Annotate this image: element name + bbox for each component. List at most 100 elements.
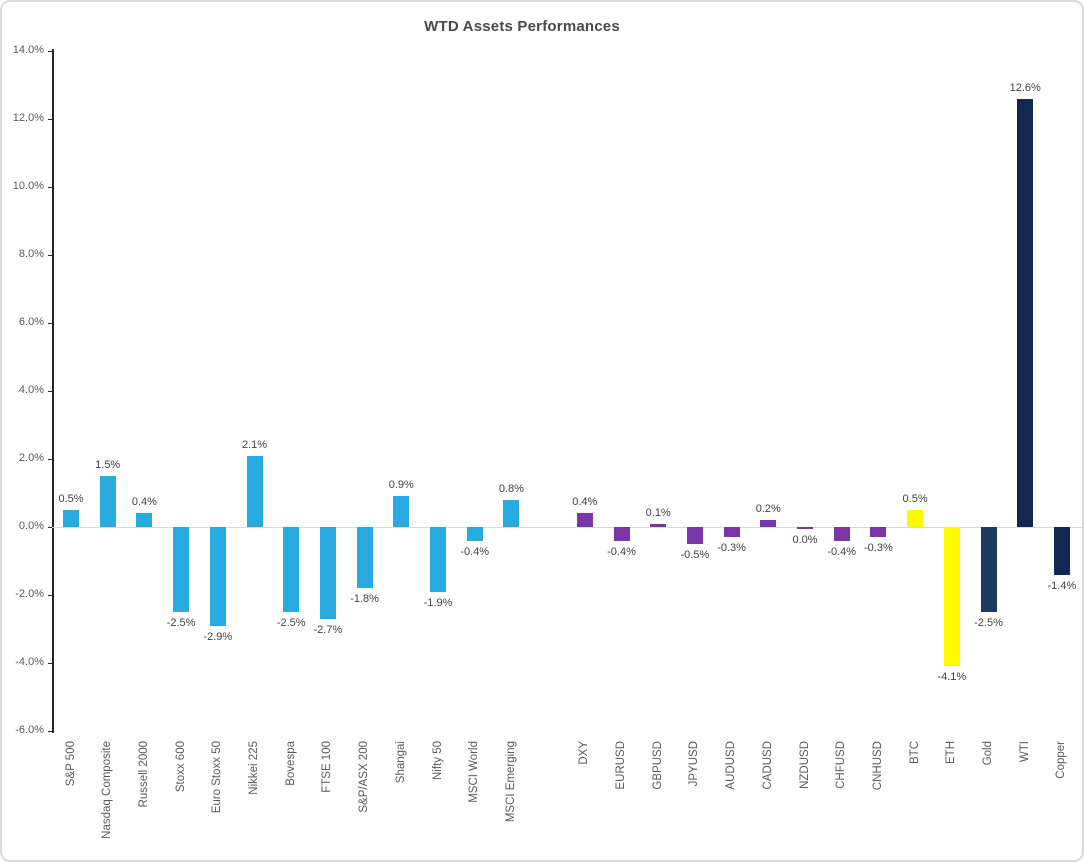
category-label: DXY — [578, 741, 591, 765]
bar-bovespa — [283, 527, 300, 612]
value-label: 0.5% — [58, 493, 84, 505]
category-label: CADUSD — [761, 741, 774, 790]
category-label: WTI — [1018, 741, 1031, 763]
bar-nzdusd — [797, 527, 813, 529]
category-label: S&P/ASX 200 — [358, 741, 371, 813]
value-label: -0.4% — [607, 545, 636, 558]
value-label: -2.5% — [166, 617, 196, 629]
y-tick-mark — [48, 119, 52, 120]
category-label: ETH — [945, 741, 958, 764]
y-tick-mark — [48, 51, 52, 52]
value-label: -1.8% — [350, 593, 379, 606]
value-label: 2.1% — [241, 438, 268, 451]
category-label: Nikkei 225 — [248, 741, 260, 795]
value-label: -0.5% — [680, 549, 710, 561]
y-tick-mark — [48, 663, 52, 664]
value-label: 0.1% — [645, 506, 671, 519]
y-tick-label: 2.0% — [18, 452, 44, 464]
y-tick-label: -6.0% — [15, 724, 44, 736]
bar-ftse-100 — [319, 527, 336, 619]
value-label: -0.3% — [864, 542, 893, 555]
category-label: Copper — [1055, 741, 1068, 779]
bar-chfusd — [833, 527, 850, 541]
category-label: MSCI World — [468, 741, 481, 803]
value-label: 0.2% — [755, 503, 781, 516]
value-label: 0.9% — [388, 479, 414, 492]
y-tick-label: 10.0% — [12, 180, 44, 192]
y-tick-mark — [48, 459, 52, 460]
value-label: 0.8% — [498, 482, 524, 495]
value-label: 0.4% — [572, 496, 598, 509]
bar-cnhusd — [870, 527, 887, 538]
category-label: CHFUSD — [835, 741, 848, 789]
value-label: -2.5% — [276, 617, 306, 629]
value-label: 0.5% — [902, 493, 928, 505]
y-tick-label: 0.0% — [18, 520, 44, 532]
value-label: 1.5% — [95, 459, 121, 471]
bar-nasdaq-composite — [99, 476, 116, 527]
y-tick-label: 4.0% — [18, 384, 44, 396]
y-tick-label: 14.0% — [12, 44, 44, 56]
category-label: FTSE 100 — [321, 741, 334, 793]
value-label: -1.9% — [423, 596, 453, 609]
category-label: EURUSD — [615, 741, 627, 790]
bar-copper — [1053, 527, 1070, 575]
value-label: -1.4% — [1047, 579, 1077, 592]
bar-eurusd — [613, 527, 630, 541]
value-label: -0.3% — [717, 542, 746, 555]
bar-wti — [1017, 98, 1034, 527]
value-label: -4.1% — [937, 671, 967, 684]
bar-stoxx-600 — [173, 527, 190, 612]
category-label: Stoxx 600 — [174, 741, 187, 793]
bar-gold — [980, 527, 997, 612]
bar-msci-emerging — [503, 499, 520, 527]
y-tick-label: -4.0% — [15, 656, 44, 668]
category-label: S&P 500 — [64, 741, 77, 787]
y-tick-mark — [48, 323, 52, 324]
bar-gbpusd — [650, 523, 667, 527]
y-tick-label: 8.0% — [18, 248, 44, 260]
value-label: 0.0% — [792, 534, 818, 546]
bar-shangai — [393, 496, 410, 527]
value-label: 0.4% — [131, 496, 157, 509]
category-label: JPYUSD — [688, 741, 701, 787]
bar-russell-2000 — [136, 513, 153, 527]
category-label: GBPUSD — [651, 741, 664, 790]
category-label: AUDUSD — [725, 741, 738, 790]
category-label: MSCI Emerging — [504, 741, 517, 823]
category-label: CNHUSD — [871, 741, 884, 791]
bar-euro-stoxx-50 — [209, 527, 226, 626]
chart-title: WTD Assets Performances — [424, 18, 620, 35]
bar-s-p-500 — [63, 510, 79, 527]
y-tick-mark — [48, 255, 52, 256]
y-tick-mark — [48, 731, 52, 732]
bar-eth — [943, 527, 960, 667]
y-tick-label: -2.0% — [15, 588, 44, 600]
category-label: Russell 2000 — [137, 741, 150, 808]
category-label: Bovespa — [284, 741, 297, 786]
y-tick-mark — [48, 187, 52, 188]
category-label: Nifty 50 — [431, 741, 444, 780]
y-tick-label: 12.0% — [12, 112, 44, 124]
category-label: Euro Stoxx 50 — [211, 741, 224, 814]
value-label: -2.5% — [974, 617, 1003, 629]
bar-jpyusd — [686, 527, 703, 544]
bar-nikkei-225 — [246, 455, 263, 527]
category-label: NZDUSD — [798, 741, 811, 789]
bar-dxy — [576, 513, 593, 527]
zero-gridline — [52, 527, 1082, 528]
y-tick-mark — [48, 391, 52, 392]
bar-cadusd — [760, 520, 777, 527]
value-label: -0.4% — [827, 545, 857, 558]
category-label: Nasdaq Composite — [101, 741, 114, 839]
category-label: Shangai — [394, 741, 407, 784]
y-tick-mark — [48, 595, 52, 596]
value-label: 12.6% — [1009, 81, 1041, 94]
y-axis-line — [52, 49, 54, 733]
bar-s-p-asx-200 — [356, 527, 373, 589]
value-label: -0.4% — [460, 545, 490, 558]
y-tick-label: 6.0% — [18, 316, 44, 328]
value-label: -2.9% — [203, 630, 233, 643]
bar-msci-world — [466, 527, 483, 541]
